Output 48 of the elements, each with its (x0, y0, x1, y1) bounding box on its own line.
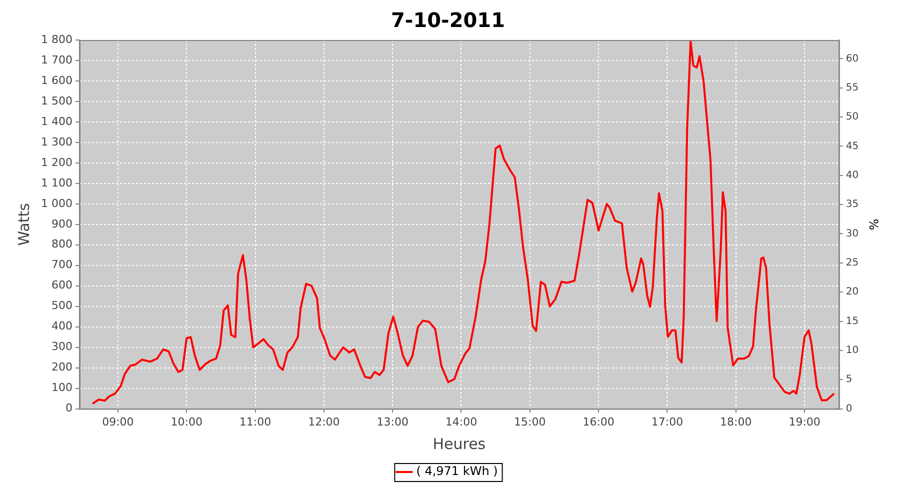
chart-title: 7-10-2011 (390, 8, 506, 32)
x-tick-label: 17:00 (651, 415, 684, 428)
y-tick-label: 1 000 (40, 196, 72, 210)
y-tick-label: 500 (51, 299, 72, 312)
y-tick-label: 1 300 (40, 135, 72, 148)
y-tick-label: 800 (51, 238, 72, 251)
y2-tick-label: 5 (846, 374, 852, 386)
legend-label: ( 4,971 kWh ) (416, 464, 498, 478)
y-tick-label: 1 600 (40, 74, 72, 87)
y2-tick-label: 25 (846, 258, 859, 269)
y-tick-label: 1 800 (40, 32, 72, 46)
y-tick-label: 900 (51, 217, 72, 230)
x-tick-label: 19:00 (788, 415, 820, 428)
x-axis-title: Heures (432, 434, 486, 453)
y2-tick-label: 50 (846, 112, 859, 123)
x-tick-label: 09:00 (102, 415, 134, 428)
x-tick-label: 15:00 (514, 415, 546, 428)
y-tick-label: 1 500 (40, 94, 72, 108)
x-tick-label: 10:00 (170, 415, 202, 428)
y2-tick-label: 10 (846, 345, 859, 356)
y-tick-label: 200 (51, 360, 72, 374)
x-tick-label: 18:00 (720, 415, 752, 428)
y-tick-label: 600 (51, 278, 72, 292)
y2-tick-label: 60 (846, 53, 859, 64)
x-tick-label: 13:00 (376, 415, 408, 428)
y2-tick-label: 55 (846, 82, 859, 94)
x-tick-label: 16:00 (582, 415, 614, 428)
y-axis-title: Watts (14, 202, 33, 246)
y-tick-label: 1 700 (40, 53, 72, 66)
x-tick-label: 11:00 (239, 415, 272, 428)
y-tick-label: 1 200 (40, 156, 72, 169)
y2-tick-label: 20 (846, 286, 859, 298)
y2-tick-label: 35 (846, 199, 859, 210)
y-tick-label: 1 100 (40, 176, 72, 190)
y2-tick-label: 45 (846, 140, 859, 152)
y2-tick-label: 0 (846, 403, 852, 414)
y-tick-label: 400 (51, 320, 72, 333)
x-tick-label: 12:00 (308, 415, 340, 428)
y-tick-label: 300 (51, 340, 72, 354)
y2-tick-label: 40 (846, 170, 859, 181)
y-tick-label: 100 (51, 381, 72, 394)
y-tick-label: 0 (65, 402, 72, 415)
x-tick-label: 14:00 (445, 415, 478, 428)
y2-tick-label: 15 (846, 316, 859, 327)
y2-tick-label: 30 (846, 228, 859, 240)
y-tick-label: 1 400 (40, 114, 72, 128)
y-tick-label: 700 (51, 258, 72, 272)
y2-axis-title: % (866, 218, 881, 230)
